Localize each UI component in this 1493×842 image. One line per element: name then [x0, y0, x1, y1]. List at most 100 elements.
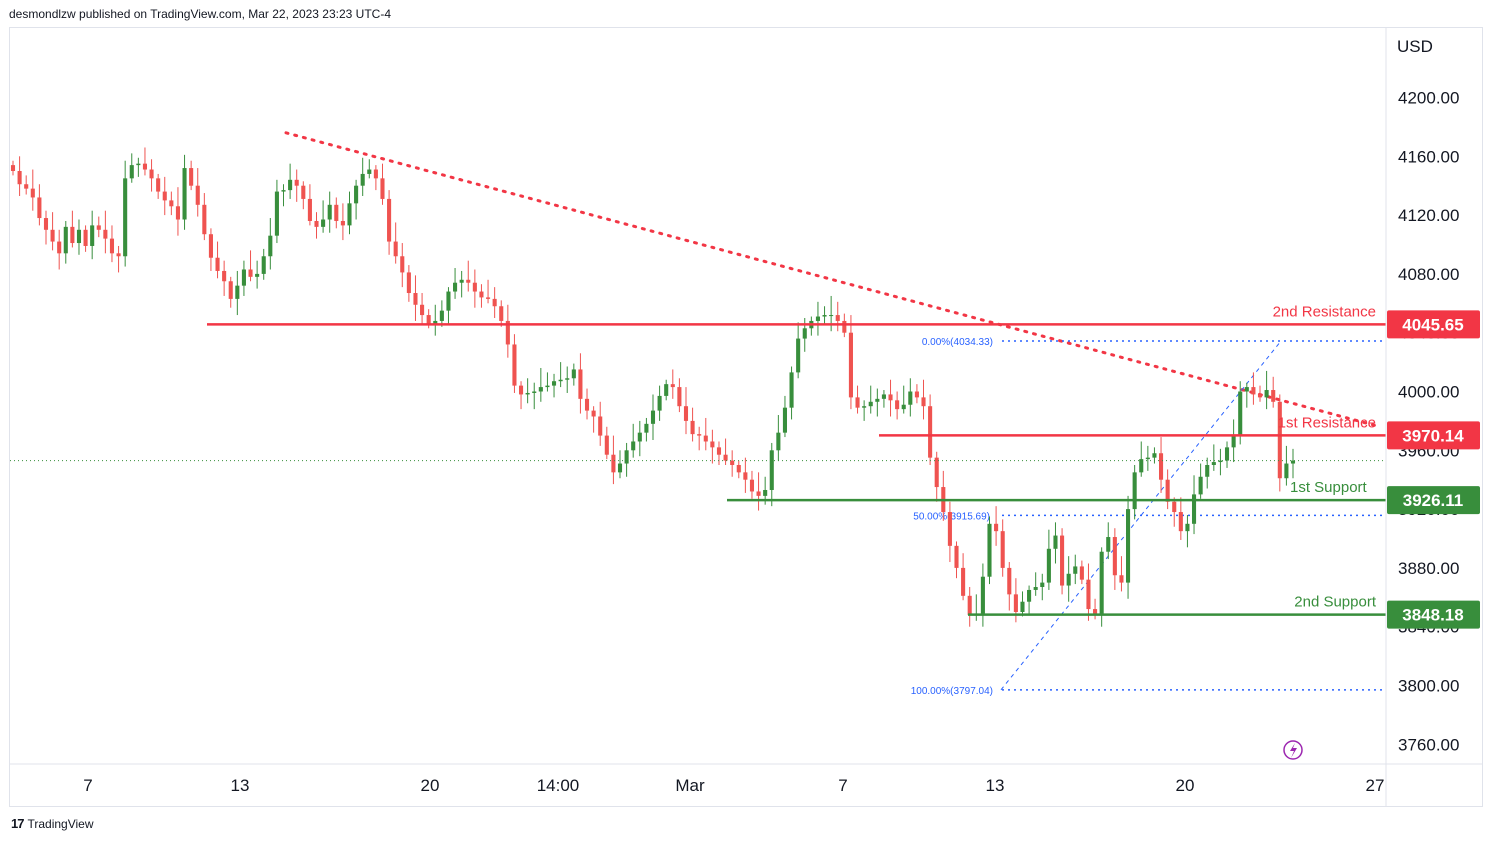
candle	[1178, 497, 1183, 540]
currency-label: USD	[1397, 37, 1433, 56]
candle	[109, 225, 115, 263]
y-tick-label: 4200.00	[1398, 89, 1459, 108]
candle	[274, 179, 279, 244]
candle	[921, 379, 926, 420]
level-price-badge	[1387, 486, 1480, 515]
candle	[479, 284, 484, 308]
candle	[1264, 370, 1269, 410]
candle	[499, 300, 504, 327]
candle	[1152, 447, 1157, 464]
candle	[954, 541, 959, 579]
candle	[703, 417, 708, 451]
candle	[340, 203, 345, 241]
candle	[848, 315, 853, 410]
candle	[558, 362, 563, 388]
level-price-text: 3970.14	[1402, 426, 1464, 445]
y-tick-label: 3880.00	[1398, 559, 1459, 578]
level-name-label: 2nd Support	[1294, 594, 1377, 611]
candle	[743, 457, 748, 493]
level-price-badge	[1387, 421, 1480, 450]
candle	[545, 372, 550, 392]
candle	[1172, 497, 1177, 527]
candle	[1027, 585, 1032, 614]
candle	[551, 373, 557, 398]
candle	[156, 173, 161, 199]
candle	[433, 304, 438, 336]
fib-trend-line	[1000, 340, 1282, 691]
candle	[208, 228, 213, 271]
candle	[1007, 562, 1012, 611]
x-tick-label: Mar	[675, 776, 705, 795]
candle	[598, 401, 603, 446]
candle	[406, 265, 411, 302]
candle	[532, 382, 537, 410]
candle	[360, 157, 365, 196]
x-tick-label: 20	[1176, 776, 1195, 795]
candle	[43, 210, 49, 245]
candle	[307, 184, 312, 226]
candle	[1079, 560, 1084, 585]
candle	[980, 563, 985, 627]
fib-level-label: 100.00%(3797.04)	[911, 686, 993, 697]
tradingview-brand: TradingView	[27, 816, 94, 831]
candle	[1271, 376, 1276, 408]
candle	[994, 506, 999, 546]
candle	[1106, 522, 1111, 560]
candle	[76, 219, 82, 255]
candle	[1198, 463, 1203, 499]
candle	[855, 385, 860, 414]
candle	[756, 472, 761, 511]
candle	[400, 243, 405, 288]
candle	[1211, 444, 1216, 471]
candle	[644, 417, 649, 442]
candle	[294, 169, 299, 202]
candle	[670, 369, 675, 399]
candle	[136, 157, 141, 177]
candle	[1191, 475, 1197, 535]
candle	[367, 159, 372, 179]
candle	[1224, 441, 1230, 468]
candle	[1086, 563, 1091, 621]
candle	[446, 287, 451, 324]
candle	[486, 279, 491, 304]
candle	[934, 451, 939, 502]
candle	[453, 268, 458, 299]
candle	[327, 191, 332, 233]
lightning-icon[interactable]	[1283, 740, 1303, 760]
candle	[1257, 385, 1263, 402]
candle	[961, 553, 966, 601]
candle	[472, 269, 477, 308]
candle	[683, 387, 689, 435]
candle	[947, 501, 952, 563]
candle	[928, 394, 933, 465]
candle	[716, 441, 722, 465]
candle	[1020, 591, 1025, 617]
candle	[1132, 465, 1137, 520]
candle	[1165, 469, 1170, 510]
candle	[189, 160, 194, 191]
candle	[1139, 441, 1144, 477]
candle	[129, 153, 134, 183]
candle	[604, 426, 609, 460]
candle	[690, 407, 695, 442]
candle	[868, 385, 873, 414]
candle	[142, 147, 148, 176]
price-chart[interactable]: 0.00%(4034.33)50.00%(3915.69)100.00%(379…	[10, 28, 1482, 806]
candle	[974, 594, 979, 621]
candle	[1145, 445, 1150, 471]
candle	[182, 154, 187, 230]
level-price-badge	[1387, 600, 1480, 629]
candle	[459, 270, 464, 298]
chart-panel[interactable]: 0.00%(4034.33)50.00%(3915.69)100.00%(379…	[9, 27, 1483, 807]
candle	[96, 216, 101, 238]
candle	[505, 304, 510, 358]
candle	[631, 423, 636, 458]
level-name-label: 2nd Resistance	[1273, 303, 1376, 320]
candle	[624, 442, 629, 477]
candle	[584, 388, 590, 420]
candle	[1185, 514, 1190, 548]
candle	[895, 391, 900, 420]
candle	[571, 363, 576, 386]
candle	[261, 248, 266, 280]
candle	[288, 163, 293, 199]
